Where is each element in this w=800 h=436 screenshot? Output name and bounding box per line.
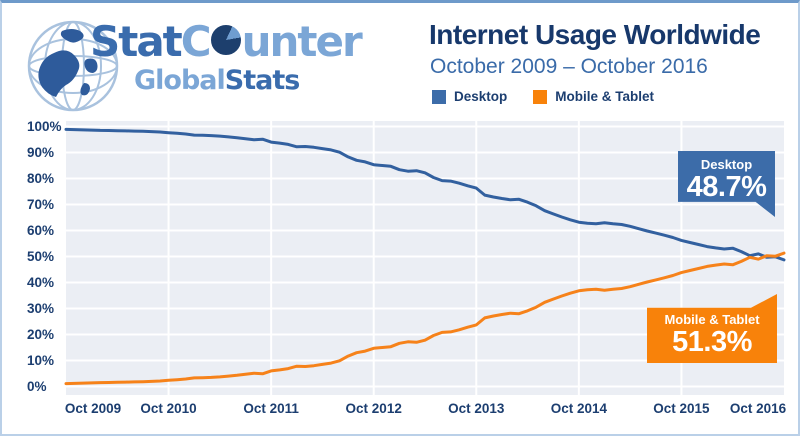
y-axis-tick-label: 100% <box>27 118 62 134</box>
legend-item-desktop: Desktop <box>432 89 507 104</box>
chart-subtitle: October 2009 – October 2016 <box>430 55 708 78</box>
legend-item-mobile: Mobile & Tablet <box>533 89 654 104</box>
chart-title: Internet Usage Worldwide <box>429 19 761 50</box>
x-axis-tick-label: Oct 2012 <box>345 401 402 416</box>
logo-c-text: C <box>180 17 212 66</box>
y-axis-tick-label: 90% <box>27 144 55 160</box>
x-axis-tick-label: Oct 2011 <box>243 401 299 416</box>
mobile-callout-label: Mobile & Tablet <box>664 312 760 327</box>
statcounter-logo: StatC unter GlobalStats <box>2 3 422 118</box>
logo-globalstats: GlobalStats <box>134 65 301 96</box>
y-axis-tick-label: 30% <box>27 300 55 316</box>
y-axis-tick-label: 80% <box>27 170 55 186</box>
line-chart-plot <box>64 121 786 395</box>
logo-stats-text: Stats <box>224 65 301 96</box>
y-axis-tick-label: 10% <box>27 352 55 368</box>
logo-unter-text: unter <box>241 17 363 66</box>
desktop-callout-value: 48.7% <box>686 171 767 203</box>
logo-global-text: Global <box>134 65 226 96</box>
y-axis-tick-label: 50% <box>27 248 55 264</box>
chart-legend: Desktop Mobile & Tablet <box>432 89 654 104</box>
y-axis-tick-label: 60% <box>27 222 55 238</box>
x-axis-tick-label: Oct 2013 <box>448 401 505 416</box>
logo-stat-text: Stat <box>90 17 183 66</box>
globe-icon <box>27 20 119 112</box>
logo-wordmark: StatC unter <box>90 21 363 63</box>
y-axis-tick-label: 20% <box>27 326 55 342</box>
mobile-legend-label: Mobile & Tablet <box>555 89 655 104</box>
x-axis-tick-label: Oct 2016 <box>729 401 787 416</box>
pie-chart-icon <box>208 23 243 57</box>
desktop-legend-label: Desktop <box>454 89 508 104</box>
x-axis-tick-label: Oct 2010 <box>140 401 197 416</box>
mobile-legend-swatch <box>533 89 548 104</box>
mobile-callout-value: 51.3% <box>672 326 752 358</box>
x-axis-tick-label: Oct 2009 <box>64 401 122 416</box>
y-axis-tick-label: 40% <box>27 274 55 290</box>
desktop-callout-label: Desktop <box>700 157 753 172</box>
x-axis-tick-label: Oct 2015 <box>653 401 710 416</box>
y-axis-tick-label: 70% <box>27 196 55 212</box>
mobile-callout: Mobile & Tablet 51.3% <box>647 294 777 363</box>
y-axis-tick-label: 0% <box>27 378 47 394</box>
x-axis-tick-label: Oct 2014 <box>550 401 607 416</box>
desktop-legend-swatch <box>432 89 446 104</box>
